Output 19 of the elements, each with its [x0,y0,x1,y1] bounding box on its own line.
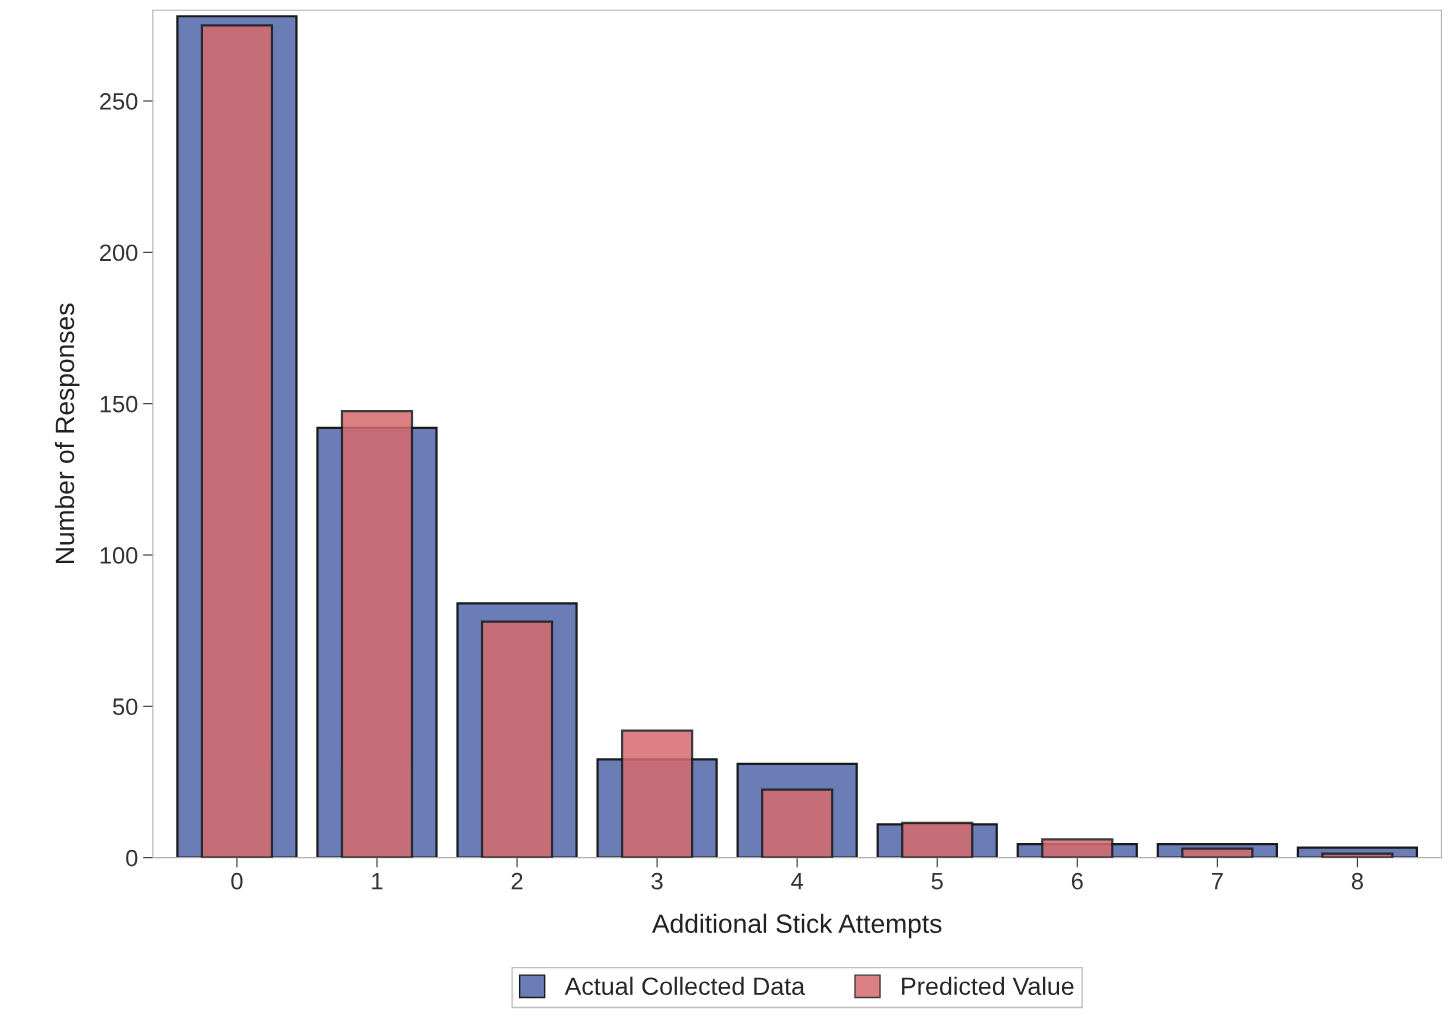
x-tick-label: 7 [1211,873,1223,890]
x-tick-label: 2 [511,872,523,890]
x-tick-label: 6 [1071,872,1083,890]
y-tick-label: 100 [100,547,138,564]
y-tick-label: 50 [112,698,138,716]
x-tick-label: 8 [1351,872,1363,890]
y-tick-label: 0 [126,849,138,867]
y-tick-label: 150 [100,395,138,413]
x-tick-label: 3 [651,872,663,890]
x-tick-label: 4 [791,873,804,890]
x-tick-label: 1 [372,873,383,890]
x-axis-title: Additional Stick Attempts [652,913,942,939]
legend-label: Actual Collected Data [564,976,806,996]
y-tick-label: 250 [100,93,138,110]
y-axis-title: Number of Responses [54,303,80,564]
x-tick-label: 5 [931,873,943,890]
legend-label: Predicted Value [902,976,1074,996]
x-tick-label: 0 [231,872,243,890]
y-tick-label: 200 [100,244,138,262]
